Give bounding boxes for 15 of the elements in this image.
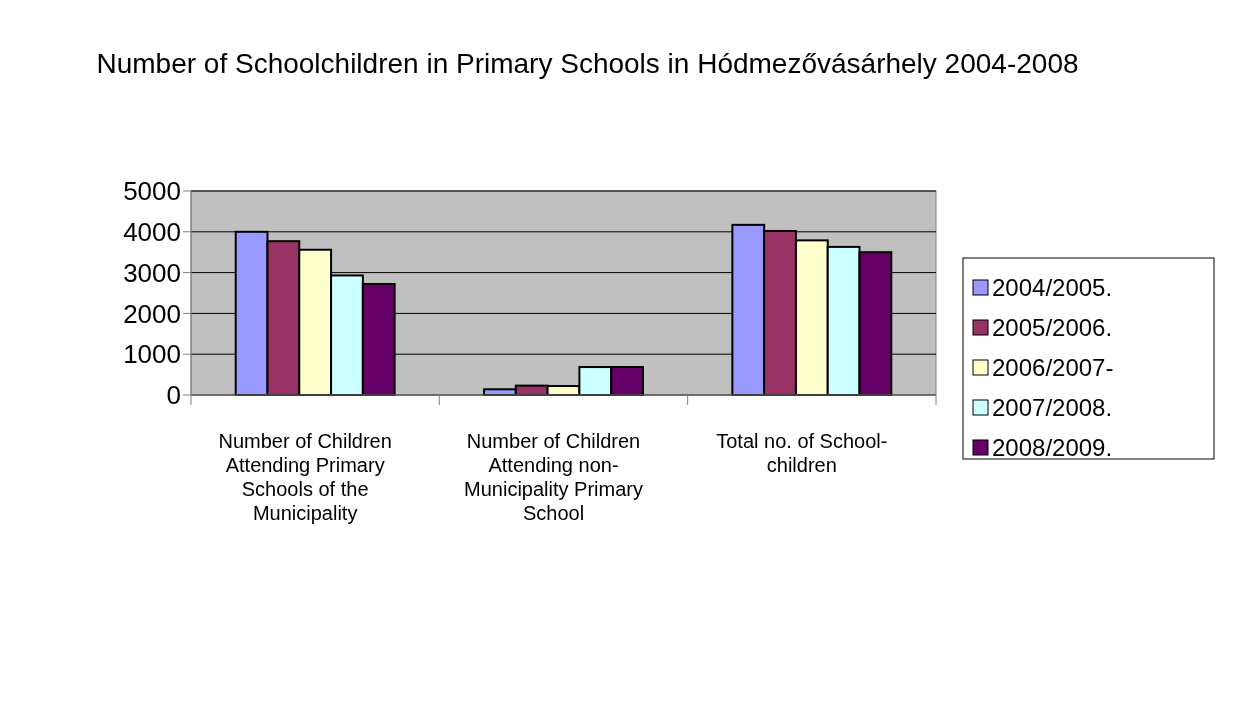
- legend-label: 2006/2007-: [992, 354, 1114, 382]
- y-tick-label: 2000: [123, 298, 181, 329]
- y-tick-label: 3000: [123, 257, 181, 288]
- y-tick-label: 0: [166, 380, 181, 411]
- chart-title: Number of Schoolchildren in Primary Schools in Hódmezővásárhely 2004-2008: [96, 48, 1079, 79]
- y-tick-label: 5000: [123, 176, 181, 207]
- legend-label: 2005/2006.: [992, 314, 1113, 342]
- y-tick-label: 1000: [123, 339, 181, 370]
- legend-label: 2004/2005.: [992, 274, 1113, 302]
- y-tick-label: 4000: [123, 216, 181, 247]
- legend-label: 2007/2008.: [992, 394, 1113, 422]
- x-tick-label: Number of Children Attending non-Municipality Primary School: [464, 430, 643, 524]
- x-tick-label: Number of Children Attending Primary Schools of the Municipality: [218, 430, 392, 524]
- legend-label: 2008/2009.: [992, 434, 1113, 462]
- x-tick-label: Total no. of School-children: [716, 430, 888, 476]
